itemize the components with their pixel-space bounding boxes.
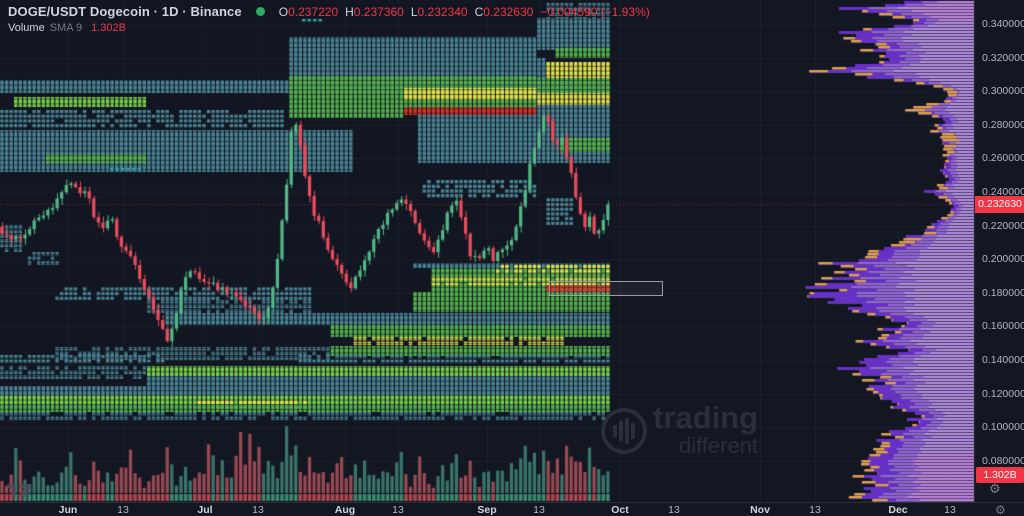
ohlc-values: O0.237220 H0.237360 L0.232340 C0.232630 … bbox=[279, 5, 657, 19]
time-tick-label: Jul bbox=[197, 504, 213, 516]
price-tick-label: 0.160000 bbox=[982, 320, 1024, 333]
time-tick-label: 13 bbox=[944, 504, 956, 516]
time-tick-label: Jun bbox=[58, 504, 78, 516]
time-tick-label: Dec bbox=[888, 504, 908, 516]
time-tick-label: 13 bbox=[252, 504, 264, 516]
time-axis-settings-gear-icon[interactable]: ⚙ bbox=[995, 503, 1006, 516]
volume-indicator-row[interactable]: Volume SMA 9 1.302B bbox=[8, 22, 657, 34]
price-tick-label: 0.140000 bbox=[982, 354, 1024, 366]
price-tick-label: 0.180000 bbox=[982, 286, 1024, 299]
price-tick-label: 0.200000 bbox=[982, 253, 1024, 266]
ohlc-open: O0.237220 bbox=[278, 4, 339, 19]
time-tick-label: Nov bbox=[750, 504, 770, 516]
price-tick-label: 0.080000 bbox=[982, 454, 1024, 467]
time-tick-label: 13 bbox=[392, 504, 404, 516]
ohlc-low: L0.232340 bbox=[410, 4, 468, 19]
price-tick-label: 0.240000 bbox=[982, 186, 1024, 198]
market-status-dot-icon bbox=[255, 7, 265, 16]
time-axis[interactable]: ⚙ Jun 13 Jul 13 Aug 13 Sep 13 Oct 13 Nov 13 Dec 13 bbox=[0, 502, 1024, 516]
time-tick-label: Oct bbox=[611, 504, 629, 516]
last-price-badge: 0.232630 bbox=[975, 195, 1024, 213]
price-tick-label: 0.280000 bbox=[982, 118, 1024, 131]
price-axis[interactable]: 0.232630 1.302B ⚙ 0.340000 0.320000 0.3000… bbox=[974, 0, 1024, 502]
price-tick-label: 0.100000 bbox=[982, 421, 1024, 434]
selection-box[interactable] bbox=[549, 281, 663, 296]
tradingview-logo[interactable] bbox=[7, 480, 33, 498]
volume-value: 1.302B bbox=[91, 22, 126, 34]
time-tick-label: 13 bbox=[533, 504, 545, 516]
price-tick-label: 0.220000 bbox=[982, 219, 1024, 232]
chart-legend: DOGE/USDT Dogecoin · 1D · Binance O0.237… bbox=[8, 4, 657, 34]
time-tick-label: Sep bbox=[477, 504, 497, 516]
time-tick-label: Aug bbox=[334, 504, 356, 516]
ohlc-close: C0.232630 bbox=[474, 4, 534, 19]
price-tick-label: 0.340000 bbox=[982, 18, 1024, 30]
time-tick-label: 13 bbox=[809, 504, 821, 516]
symbol-title[interactable]: DOGE/USDT Dogecoin · 1D · Binance bbox=[8, 4, 242, 19]
ohlc-change: −0.004590 (−1.93%) bbox=[540, 4, 650, 19]
price-tick-label: 0.300000 bbox=[982, 85, 1024, 98]
volume-badge: 1.302B bbox=[976, 467, 1024, 483]
price-tick-label: 0.260000 bbox=[982, 152, 1024, 165]
price-tick-label: 0.120000 bbox=[982, 387, 1024, 400]
volume-indicator-label: Volume bbox=[8, 22, 45, 34]
price-tick-label: 0.320000 bbox=[982, 51, 1024, 64]
price-axis-settings-gear-icon[interactable]: ⚙ bbox=[989, 481, 1001, 496]
volume-sma-label: SMA 9 bbox=[49, 22, 83, 34]
time-tick-label: 13 bbox=[117, 504, 129, 516]
ohlc-high: H0.237360 bbox=[345, 4, 404, 19]
time-tick-label: 13 bbox=[668, 504, 680, 516]
